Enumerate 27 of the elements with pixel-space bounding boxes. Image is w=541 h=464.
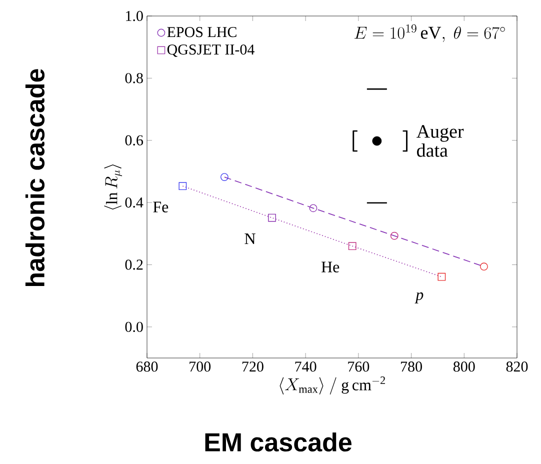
y-tick-label: 0.6 (125, 135, 144, 146)
annotation: Fe (153, 202, 168, 212)
annotation: $E = 10^{19}\,\mathrm{eV},\ \theta = 67^\circ$ (354, 24, 505, 42)
x-tick-label: 740 (295, 362, 316, 372)
x-axis-title: $\langle X_\mathrm{max} \rangle\ /\ \mathrm{g\,cm^{-2}}$ (280, 376, 386, 395)
text: hadronic cascade (25, 69, 45, 286)
y-tick-label: 0.0 (125, 322, 143, 332)
legend-label: EPOS LHC (167, 27, 236, 38)
text: EM cascade (205, 432, 352, 452)
annotation: N (244, 234, 256, 244)
x-tick-label: 800 (453, 362, 475, 372)
x-tick-label: 720 (242, 362, 264, 372)
legend-label: QGSJET II-04 (167, 44, 254, 57)
x-tick-label: 760 (348, 362, 370, 372)
y-tick-label: 0.2 (125, 260, 143, 270)
annotation: He (321, 262, 340, 272)
series-label: Auger data (416, 125, 464, 157)
x-tick-label: 820 (506, 362, 528, 372)
annotation: p (414, 292, 424, 304)
x-tick-label: 700 (190, 362, 211, 372)
y-tick-label: 1.0 (126, 10, 143, 22)
point (372, 136, 382, 146)
y-axis-title: $\langle \ln R_\mu \rangle$ (104, 164, 122, 210)
x-tick-label: 780 (401, 362, 422, 372)
x-tick-label: 680 (136, 362, 158, 372)
y-tick-label: 0.8 (125, 73, 143, 84)
y-tick-label: 0.4 (125, 197, 144, 208)
